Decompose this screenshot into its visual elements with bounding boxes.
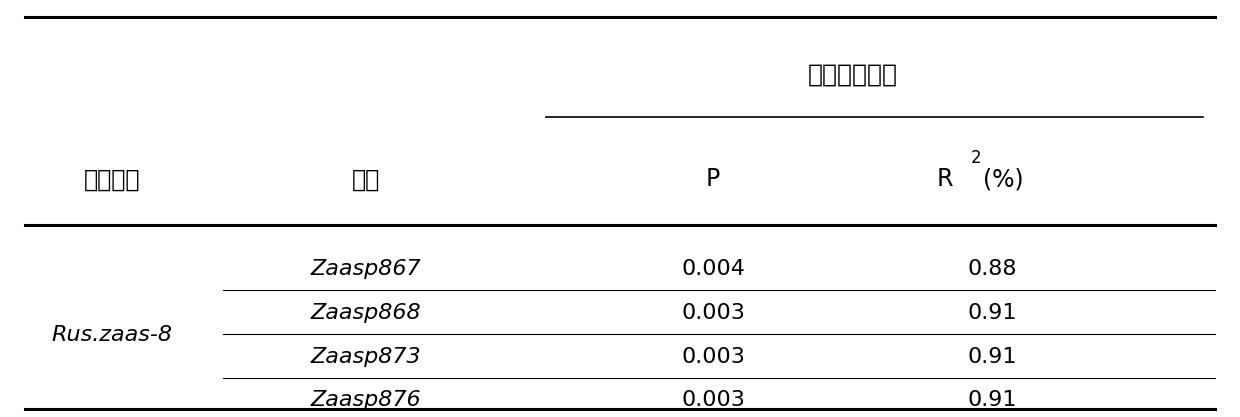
Text: 0.004: 0.004 <box>681 259 745 279</box>
Text: Zaasp876: Zaasp876 <box>310 390 422 410</box>
Text: 0.88: 0.88 <box>967 259 1017 279</box>
Text: 0.91: 0.91 <box>967 347 1017 367</box>
Text: Zaasp873: Zaasp873 <box>310 347 422 367</box>
Text: (%): (%) <box>983 167 1024 191</box>
Text: 0.91: 0.91 <box>967 390 1017 410</box>
Text: 0.003: 0.003 <box>681 390 745 410</box>
Text: R: R <box>936 167 952 191</box>
Text: 果皮非全褐色: 果皮非全褐色 <box>807 63 898 87</box>
Text: 2: 2 <box>971 149 982 168</box>
Text: 0.003: 0.003 <box>681 303 745 323</box>
Text: 0.91: 0.91 <box>967 303 1017 323</box>
Text: Zaasp867: Zaasp867 <box>310 259 422 279</box>
Text: P: P <box>706 167 720 191</box>
Text: Rus.zaas-8: Rus.zaas-8 <box>51 325 172 344</box>
Text: Zaasp868: Zaasp868 <box>310 303 422 323</box>
Text: 0.003: 0.003 <box>681 347 745 367</box>
Text: 标记: 标记 <box>352 167 379 191</box>
Text: 基因位点: 基因位点 <box>83 167 140 191</box>
